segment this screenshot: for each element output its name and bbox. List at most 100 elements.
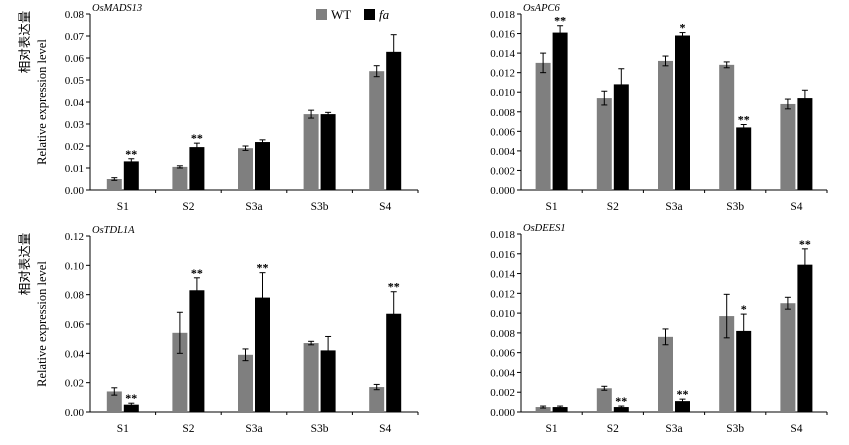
bar-fa [736, 330, 752, 412]
y-tick-label: 0.018 [490, 9, 515, 21]
category-label: S3a [665, 423, 682, 435]
y-axis-label-cn: 相对表达量 [18, 11, 32, 74]
category-label: S3b [311, 423, 329, 435]
y-tick-label: 0.000 [490, 185, 515, 197]
bar-wt [596, 98, 612, 190]
bar-fa [123, 161, 139, 190]
y-tick-label: 0.014 [490, 48, 515, 60]
category-label: S4 [379, 423, 391, 435]
bar-wt [658, 60, 673, 190]
bar-wt [780, 303, 796, 412]
y-tick-label: 0.07 [65, 31, 85, 43]
bar-fa [675, 35, 690, 191]
y-tick-label: 0.06 [65, 53, 85, 65]
bar-fa [797, 264, 813, 412]
category-label: S1 [546, 423, 558, 435]
category-label: S3b [726, 423, 744, 435]
y-tick-label: 0.002 [490, 387, 515, 399]
category-label: S4 [379, 201, 391, 213]
significance-marker: ** [191, 131, 203, 145]
bar-wt [535, 407, 551, 412]
y-tick-label: 0.02 [65, 141, 84, 153]
legend-label-wt: WT [331, 7, 351, 22]
bar-fa [613, 84, 629, 190]
bar-wt [106, 391, 122, 412]
y-tick-label: 0.00 [65, 185, 85, 197]
bar-fa [736, 127, 752, 190]
category-label: S2 [607, 423, 619, 435]
y-tick-label: 0.008 [490, 328, 515, 340]
bar-fa [386, 313, 402, 412]
category-label: S2 [182, 423, 194, 435]
bar-wt [719, 316, 735, 412]
legend-swatch-wt [316, 9, 327, 20]
bar-wt [780, 103, 796, 190]
y-tick-label: 0.018 [490, 229, 515, 241]
significance-marker: ** [738, 112, 750, 126]
y-axis-label-cn: 相对表达量 [18, 233, 32, 296]
y-tick-label: 0.02 [65, 378, 84, 390]
gene-name: OsTDL1A [92, 225, 135, 236]
y-tick-label: 0.010 [490, 308, 515, 320]
significance-marker: ** [615, 394, 627, 408]
category-label: S1 [546, 201, 558, 213]
gene-name: OsMADS13 [92, 3, 142, 14]
y-tick-label: 0.10 [65, 260, 85, 272]
bar-fa [320, 350, 336, 412]
y-tick-label: 0.014 [490, 269, 515, 281]
bar-wt [172, 332, 188, 412]
category-label: S4 [790, 201, 802, 213]
bar-fa [675, 401, 690, 412]
bar-wt [369, 387, 385, 412]
category-label: S4 [790, 423, 802, 435]
significance-marker: ** [388, 280, 400, 294]
bar-wt [535, 62, 551, 191]
category-label: S3b [726, 201, 744, 213]
category-label: S2 [607, 201, 619, 213]
y-tick-label: 0.006 [490, 126, 515, 138]
category-label: S3a [665, 201, 682, 213]
y-tick-label: 0.016 [490, 29, 515, 41]
y-tick-label: 0.01 [65, 163, 84, 175]
bar-wt [369, 71, 385, 190]
y-tick-label: 0.08 [65, 9, 85, 21]
category-label: S3a [245, 201, 262, 213]
category-label: S3b [311, 201, 329, 213]
bar-fa [189, 290, 205, 412]
y-tick-label: 0.00 [65, 407, 85, 419]
significance-marker: ** [125, 147, 137, 161]
category-label: S2 [182, 201, 194, 213]
bar-fa [189, 147, 205, 190]
bar-fa [797, 98, 813, 190]
significance-marker: ** [125, 391, 137, 405]
y-tick-label: 0.06 [65, 319, 85, 331]
significance-marker: ** [799, 237, 811, 251]
y-tick-label: 0.05 [65, 75, 85, 87]
y-tick-label: 0.04 [65, 348, 85, 360]
y-tick-label: 0.002 [490, 165, 515, 177]
bar-fa [613, 407, 629, 412]
bar-wt [238, 148, 253, 190]
y-tick-label: 0.008 [490, 107, 515, 119]
y-axis-label-en: Relative expression level [35, 39, 49, 165]
bar-fa [255, 297, 270, 412]
bar-wt [172, 166, 188, 190]
y-tick-label: 0.12 [65, 231, 84, 243]
bar-wt [658, 336, 673, 412]
bar-wt [303, 114, 319, 190]
y-tick-label: 0.010 [490, 87, 515, 99]
significance-marker: ** [677, 387, 689, 401]
legend-label-fa: fa [379, 7, 390, 22]
category-label: S1 [117, 201, 129, 213]
bar-fa [123, 404, 139, 412]
bar-fa [255, 142, 270, 190]
legend-swatch-fa [364, 9, 375, 20]
bar-wt [596, 388, 612, 412]
bar-wt [238, 354, 253, 412]
significance-marker: ** [554, 14, 566, 28]
category-label: S1 [117, 423, 129, 435]
bar-wt [303, 343, 319, 412]
gene-name: OsDEES1 [523, 223, 566, 234]
y-tick-label: 0.004 [490, 367, 515, 379]
